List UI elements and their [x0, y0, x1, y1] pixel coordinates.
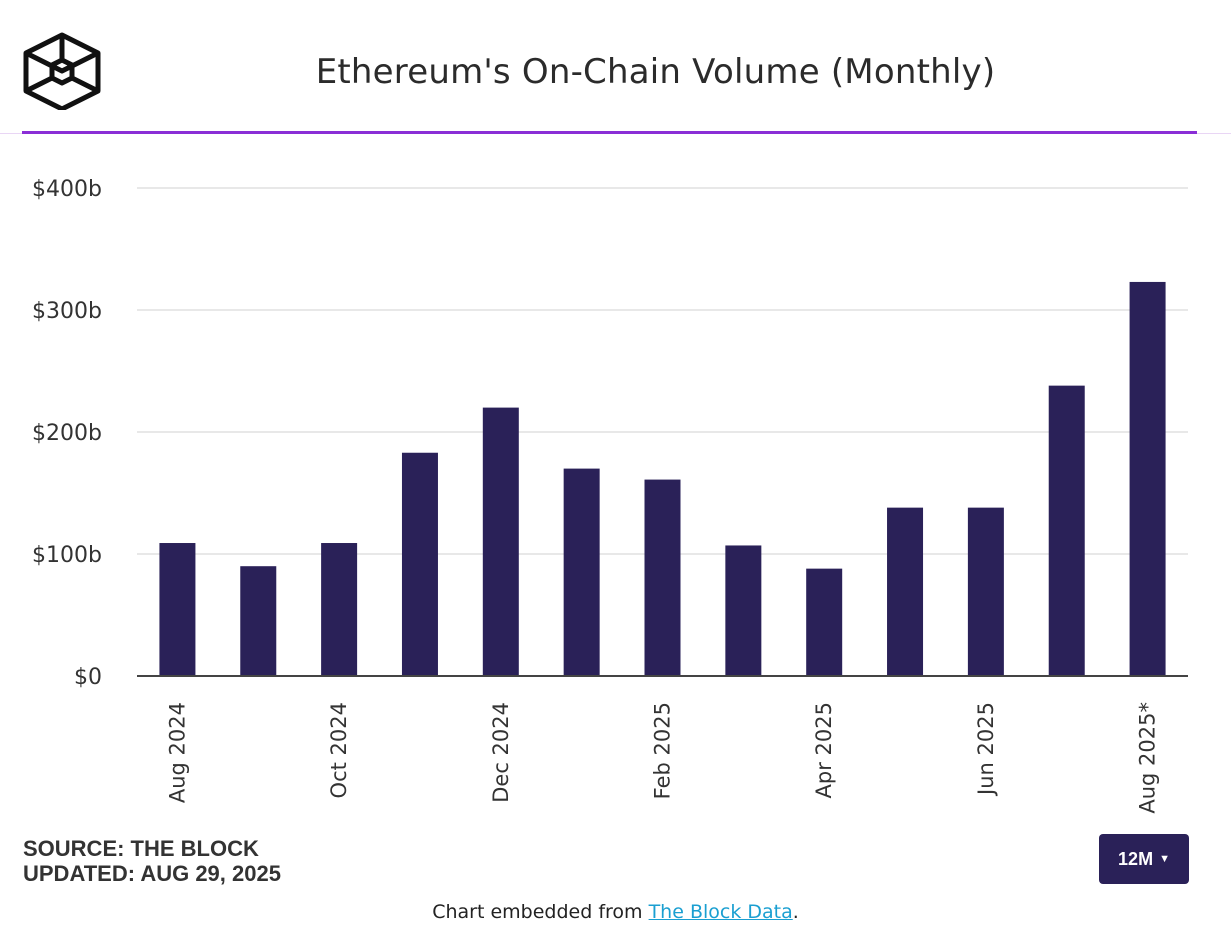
bar [806, 568, 843, 676]
y-tick-label: $0 [74, 665, 102, 690]
y-tick-label: $300b [32, 299, 102, 324]
bar [563, 468, 600, 676]
title-divider [22, 131, 1197, 134]
x-tick-label: Oct 2024 [327, 702, 351, 798]
bar [240, 566, 277, 676]
bar [644, 479, 681, 676]
bar [401, 452, 438, 676]
the-block-logo-icon [23, 32, 101, 110]
x-tick-label: Feb 2025 [651, 702, 675, 799]
y-tick-label: $200b [32, 421, 102, 446]
bar [482, 407, 519, 676]
source-text: SOURCE: THE BLOCK [23, 836, 259, 861]
x-tick-label: Apr 2025 [812, 702, 836, 798]
x-tick-label: Dec 2024 [489, 702, 513, 803]
y-tick-label: $400b [32, 177, 102, 202]
bar [725, 545, 762, 676]
embed-suffix: . [792, 901, 799, 923]
bar-chart: $0 $100b $200b $300b $400b Aug 2024 Oct 2024 De… [32, 177, 1188, 814]
embed-prefix: Chart embedded from [432, 901, 649, 923]
x-tick-label: Jun 2025 [974, 702, 998, 797]
bar [967, 507, 1004, 676]
x-tick-label: Aug 2025* [1136, 702, 1160, 814]
bar [1129, 281, 1166, 676]
range-label: 12M [1118, 848, 1154, 869]
the-block-data-link[interactable]: The Block Data [648, 901, 793, 923]
bar [321, 543, 358, 676]
caret-down-icon: ▼ [1159, 853, 1170, 865]
chart-title: Ethereum's On-Chain Volume (Monthly) [315, 52, 996, 92]
bar [887, 507, 924, 676]
range-dropdown-button[interactable]: 12M ▼ [1099, 834, 1189, 884]
bar [159, 543, 196, 676]
bar [1048, 385, 1085, 676]
x-tick-label: Aug 2024 [165, 702, 189, 803]
source-block: SOURCE: THE BLOCK UPDATED: AUG 29, 2025 [23, 836, 281, 886]
updated-text: UPDATED: AUG 29, 2025 [23, 861, 281, 886]
y-tick-label: $100b [32, 543, 102, 568]
embed-note: Chart embedded from The Block Data. [0, 901, 1231, 923]
